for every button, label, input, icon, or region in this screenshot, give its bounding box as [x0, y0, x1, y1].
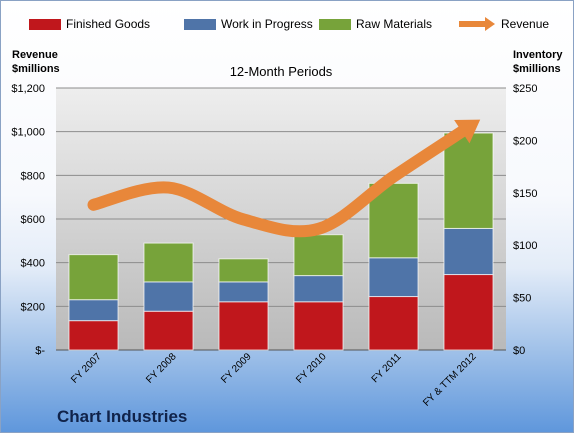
left-axis-tick-label: $800	[21, 170, 45, 182]
right-axis-ticks: $0 $50 $100 $150 $200 $250	[513, 83, 537, 357]
category-label: FY 2008	[144, 351, 179, 386]
company-name: Chart Industries	[57, 407, 187, 426]
bar-finished-goods	[218, 301, 269, 351]
left-axis-tick-label: $1,000	[11, 127, 45, 139]
revenue-arrowhead	[454, 119, 481, 144]
left-axis-tick-label: $600	[21, 214, 45, 226]
category-label: FY 2010	[294, 351, 329, 386]
right-axis-tick-label: $150	[513, 188, 537, 200]
bar-finished-goods	[293, 301, 344, 351]
legend-swatch-raw-materials	[319, 19, 351, 30]
left-axis-title: $millions	[12, 63, 60, 75]
category-label: FY 2009	[219, 351, 254, 386]
legend-swatch-finished-goods	[29, 19, 61, 30]
gridlines	[56, 87, 506, 351]
legend-arrow-icon	[485, 17, 495, 31]
legend-label: Finished Goods	[66, 17, 150, 31]
right-axis-title: $millions	[513, 63, 561, 75]
chart-legend: Finished Goods Work in Progress Raw Materi…	[29, 17, 549, 31]
category-labels: FY 2007 FY 2008 FY 2009 FY 2010 FY 2011 FY & …	[69, 351, 479, 409]
bar-work-in-progress	[443, 227, 494, 276]
bar-work-in-progress	[293, 275, 344, 303]
legend-label: Revenue	[501, 17, 549, 31]
bar-finished-goods	[443, 274, 494, 351]
bar-work-in-progress	[368, 257, 419, 298]
category-label: FY 2007	[69, 351, 104, 386]
bar-finished-goods	[68, 320, 119, 351]
bar-work-in-progress	[143, 281, 194, 312]
left-axis-tick-label: $400	[21, 258, 45, 270]
category-label: FY & TTM 2012	[421, 351, 479, 409]
left-axis-tick-label: $-	[35, 345, 45, 357]
revenue-line	[87, 121, 475, 238]
right-axis-tick-label: $250	[513, 83, 537, 95]
legend-label: Work in Progress	[221, 17, 313, 31]
bar-finished-goods	[143, 310, 194, 351]
right-axis-title: Inventory	[513, 49, 563, 61]
bar-raw-materials	[293, 234, 344, 277]
left-axis-tick-label: $200	[21, 301, 45, 313]
left-axis-tick-label: $1,200	[11, 83, 45, 95]
bar-finished-goods	[368, 296, 419, 351]
right-axis-tick-label: $0	[513, 345, 525, 357]
bar-work-in-progress	[68, 299, 119, 322]
revenue-line-group	[87, 119, 481, 238]
chart-title: 12-Month Periods	[230, 64, 333, 79]
legend-swatch-work-in-progress	[184, 19, 216, 30]
left-axis-title: Revenue	[12, 49, 58, 61]
legend-label: Raw Materials	[356, 17, 432, 31]
left-axis-ticks: $- $200 $400 $600 $800 $1,000 $1,200	[11, 83, 45, 357]
bar-raw-materials	[218, 258, 269, 283]
category-label: FY 2011	[370, 351, 404, 385]
right-axis-tick-label: $100	[513, 240, 537, 252]
bar-raw-materials	[143, 242, 194, 283]
right-axis-tick-label: $50	[513, 293, 531, 305]
right-axis-tick-label: $200	[513, 135, 537, 147]
bar-raw-materials	[443, 132, 494, 229]
bar-raw-materials	[68, 254, 119, 301]
axis-titles: Revenue $millions Inventory $millions	[12, 49, 563, 75]
bar-work-in-progress	[218, 281, 269, 303]
